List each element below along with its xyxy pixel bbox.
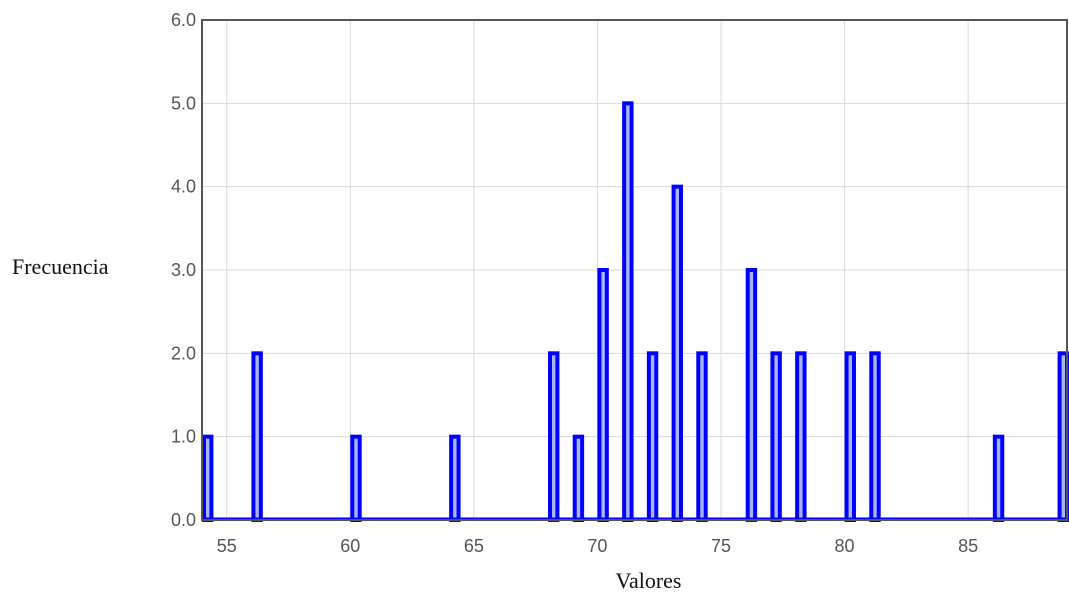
x-tick-label: 60 — [340, 536, 360, 556]
histogram-bar — [770, 351, 782, 523]
x-tick-label: 85 — [958, 536, 978, 556]
histogram-bar — [622, 101, 634, 522]
y-tick-label: 4.0 — [171, 177, 196, 197]
y-tick-label: 5.0 — [171, 93, 196, 113]
histogram-bar — [572, 434, 585, 522]
x-tick-label: 70 — [587, 536, 607, 556]
histogram-bar — [548, 351, 560, 523]
histogram-bar — [1057, 351, 1069, 523]
histogram-bar — [646, 351, 659, 523]
x-tick-label: 65 — [464, 536, 484, 556]
grid-lines — [202, 19, 1067, 521]
x-tick-label: 80 — [835, 536, 855, 556]
histogram-bar — [350, 434, 362, 522]
plot-frame — [201, 19, 1068, 521]
x-tick-label: 75 — [711, 536, 731, 556]
x-axis-title: Valores — [616, 568, 682, 593]
histogram-bar — [597, 268, 609, 522]
y-tick-label: 3.0 — [171, 260, 196, 280]
histogram-bar — [696, 351, 708, 523]
y-tick-label: 6.0 — [171, 10, 196, 30]
x-tick-label: 55 — [217, 536, 237, 556]
histogram-bar — [745, 268, 758, 522]
histogram-bar — [671, 184, 683, 523]
histogram-bar — [251, 351, 263, 523]
y-tick-label: 1.0 — [171, 427, 196, 447]
y-tick-label: 2.0 — [171, 343, 196, 363]
histogram-bar — [795, 351, 807, 523]
bars-group — [202, 101, 1069, 523]
y-tick-label: 0.0 — [171, 510, 196, 530]
histogram-bar — [869, 351, 881, 523]
histogram-bar — [992, 434, 1005, 522]
x-tick-labels: 55 60 65 70 75 80 85 — [217, 536, 978, 556]
y-tick-labels: 0.0 1.0 2.0 3.0 4.0 5.0 6.0 — [171, 10, 196, 530]
histogram-bar — [844, 351, 856, 523]
y-axis-title: Frecuencia — [12, 254, 109, 279]
histogram-bar — [449, 434, 461, 522]
histogram-bar — [202, 434, 214, 522]
